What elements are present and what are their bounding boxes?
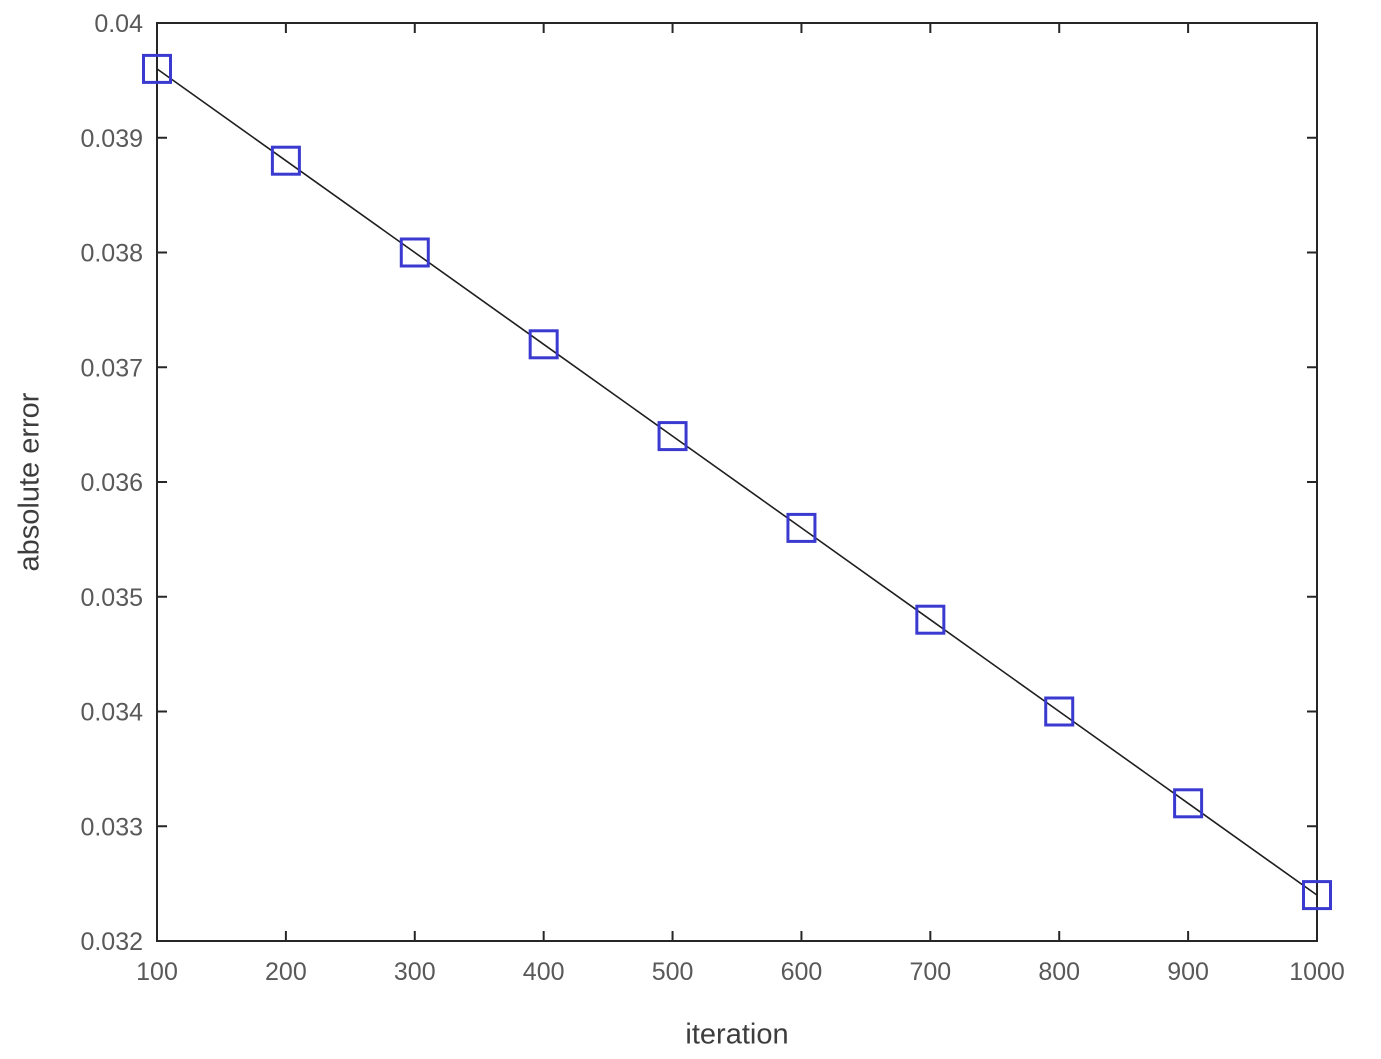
x-axis-label: iteration xyxy=(685,1018,789,1051)
y-tick-label: 0.035 xyxy=(80,584,143,612)
data-point-marker xyxy=(1302,880,1332,911)
x-tick-label: 300 xyxy=(394,958,436,986)
y-tick-label: 0.034 xyxy=(80,699,143,727)
x-tick-label: 600 xyxy=(781,958,823,986)
data-point-marker xyxy=(1044,696,1075,727)
x-tick-label: 700 xyxy=(909,958,951,986)
x-tick-label: 100 xyxy=(136,958,178,986)
y-tick-label: 0.032 xyxy=(80,928,143,956)
x-tick-label: 800 xyxy=(1038,958,1080,986)
data-point-marker xyxy=(786,512,817,543)
x-tick-label: 1000 xyxy=(1289,958,1345,986)
x-tick-label: 400 xyxy=(523,958,565,986)
x-tick-label: 500 xyxy=(652,958,694,986)
x-tick-label: 200 xyxy=(265,958,307,986)
data-point-marker xyxy=(657,421,688,452)
y-tick-label: 0.039 xyxy=(80,125,143,153)
y-tick-label: 0.04 xyxy=(94,10,143,38)
y-axis-label: absolute error xyxy=(13,392,46,572)
data-point-marker xyxy=(142,53,172,84)
y-tick-label: 0.036 xyxy=(80,469,143,497)
y-tick-label: 0.033 xyxy=(80,813,143,841)
data-point-marker xyxy=(399,237,430,268)
data-point-marker xyxy=(528,329,559,360)
y-tick-label: 0.038 xyxy=(80,240,143,268)
data-point-marker xyxy=(270,145,301,176)
data-point-marker xyxy=(1173,788,1204,819)
y-tick-label: 0.037 xyxy=(80,354,143,382)
data-line xyxy=(156,68,1318,896)
data-point-marker xyxy=(915,604,946,635)
x-tick-label: 900 xyxy=(1167,958,1209,986)
